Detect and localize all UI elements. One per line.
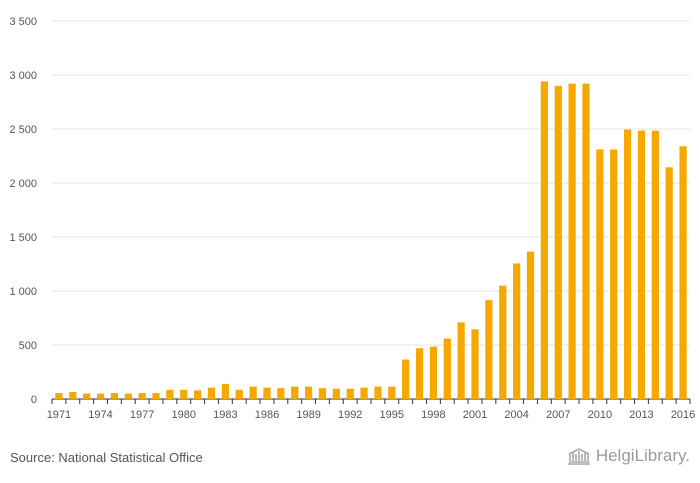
bar-1988 — [291, 386, 299, 399]
brand-logo: HelgiLibrary. — [566, 446, 690, 466]
bars — [55, 81, 687, 400]
y-tick-label: 2 000 — [9, 178, 37, 190]
bar-1971 — [55, 393, 63, 399]
x-tick-label: 1983 — [213, 409, 237, 421]
library-icon — [567, 448, 590, 465]
bar-1990 — [318, 388, 327, 399]
bar-1980 — [180, 389, 188, 399]
bar-2014 — [651, 130, 659, 399]
x-tick-label: 1977 — [130, 409, 154, 421]
bar-1983 — [221, 383, 229, 399]
x-tick-label: 2013 — [629, 409, 653, 421]
x-tick-label: 1989 — [296, 409, 320, 421]
bar-1993 — [360, 387, 368, 399]
bar-2013 — [637, 130, 646, 399]
bar-2015 — [665, 167, 673, 399]
x-tick-label: 1992 — [338, 409, 362, 421]
y-tick-label: 3 000 — [9, 70, 37, 82]
x-tick-label: 1971 — [47, 409, 71, 421]
x-axis-ticks — [51, 399, 691, 404]
bar-1989 — [304, 386, 313, 399]
bar-2001 — [471, 329, 479, 399]
x-tick-label: 2001 — [463, 409, 487, 421]
bar-1994 — [374, 386, 382, 399]
y-tick-label: 1 500 — [9, 232, 37, 244]
bar-2007 — [554, 85, 562, 400]
bar-1979 — [166, 389, 174, 399]
bar-1992 — [346, 388, 354, 399]
bar-2005 — [526, 251, 535, 399]
bar-1996 — [402, 359, 410, 399]
x-tick-label: 1974 — [88, 409, 112, 421]
bar-1987 — [277, 388, 285, 399]
bar-1997 — [415, 348, 424, 399]
bar-2012 — [623, 129, 632, 400]
bar-2003 — [499, 285, 507, 399]
x-axis-labels: 1971 1974 1977 1980 1983 1986 1989 1992 1995 1998… — [47, 409, 696, 421]
bar-2000 — [457, 322, 465, 399]
bar-1991 — [332, 388, 340, 399]
y-tick-label: 0 — [31, 394, 37, 406]
y-tick-label: 1 000 — [9, 286, 37, 298]
brand-name: HelgiLibrary. — [595, 446, 690, 465]
x-tick-label: 1998 — [421, 409, 445, 421]
bar-2006 — [540, 81, 548, 399]
bar-1982 — [207, 387, 216, 399]
bar-1974 — [96, 393, 105, 399]
bar-2004 — [513, 263, 521, 399]
y-tick-label: 3 500 — [9, 16, 37, 28]
bar-1999 — [443, 338, 451, 399]
bar-1995 — [388, 386, 396, 399]
bar-2002 — [485, 300, 493, 399]
bar-2010 — [596, 149, 604, 399]
bar-1977 — [138, 393, 146, 399]
bar-2016 — [679, 146, 687, 399]
bar-1984 — [235, 389, 243, 399]
bar-1972 — [69, 391, 77, 399]
bar-1978 — [152, 393, 160, 399]
y-tick-label: 2 500 — [9, 124, 37, 136]
bar-1998 — [429, 346, 438, 399]
bar-2011 — [610, 149, 618, 399]
x-tick-label: 2007 — [546, 409, 570, 421]
source-note: Source: National Statistical Office — [10, 450, 203, 465]
gridlines — [52, 20, 690, 400]
x-tick-label: 1980 — [172, 409, 196, 421]
bar-2009 — [582, 83, 590, 399]
x-tick-label: 2010 — [588, 409, 612, 421]
bar-1976 — [124, 393, 132, 399]
x-tick-label: 2004 — [504, 409, 528, 421]
x-tick-label: 1986 — [255, 409, 279, 421]
y-axis-labels: 0 500 1 000 1 500 2 000 2 500 3 000 3 500 — [9, 16, 37, 406]
bar-2008 — [568, 83, 576, 399]
x-tick-label: 1995 — [380, 409, 404, 421]
bar-1973 — [83, 393, 91, 399]
x-tick-label: 2016 — [671, 409, 695, 421]
bar-1986 — [263, 387, 271, 399]
bar-1985 — [249, 386, 257, 399]
y-tick-label: 500 — [19, 340, 37, 352]
bar-1981 — [194, 390, 202, 399]
bar-1975 — [110, 393, 119, 399]
